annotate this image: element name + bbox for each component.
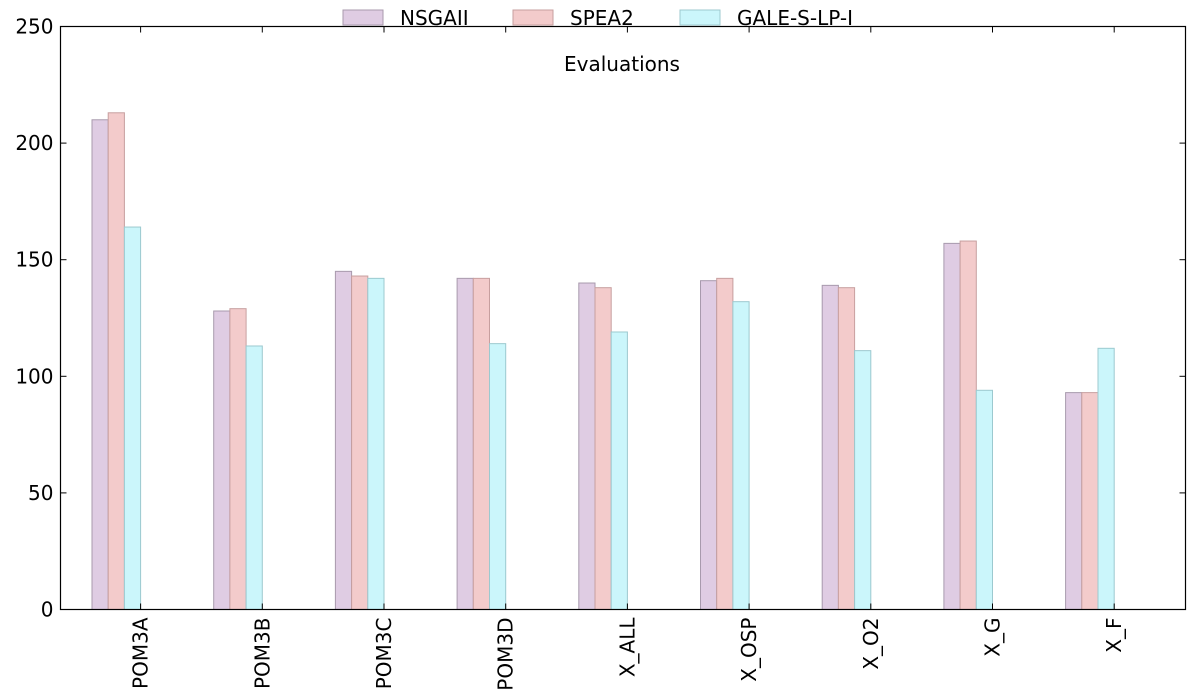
bar-nsgaii-pom3d: [456, 277, 474, 610]
y-tick-label: 100: [15, 364, 53, 388]
x-tick-label: POM3D: [494, 618, 518, 691]
bar-gale-s-lp-i-pom3d: [489, 343, 507, 610]
y-axis: 0 50 100 150 200 250: [15, 15, 1186, 622]
bar-nsgaii-x_f: [1065, 392, 1083, 610]
bar-gale-s-lp-i-x_osp: [732, 301, 750, 610]
plot-frame: [59, 25, 1187, 611]
bar-nsgaii-pom3c: [334, 270, 353, 610]
bar-nsgaii-x_osp: [700, 280, 718, 610]
bar-nsgaii-x_o2: [821, 284, 839, 610]
x-tick-label: POM3B: [250, 618, 274, 690]
bar-spea2-x_all: [594, 287, 612, 610]
bar-spea2-pom3d: [472, 277, 490, 610]
y-tick-label: 50: [28, 481, 53, 505]
y-tick-label: 250: [15, 15, 53, 39]
x-tick-label: X_F: [1102, 618, 1126, 653]
bars-layer: [91, 112, 1115, 610]
legend-swatch-gale-s-lp-i: [679, 9, 721, 26]
legend-swatch-spea2: [512, 9, 554, 26]
x-tick-label: POM3C: [372, 618, 396, 690]
bar-nsgaii-pom3b: [213, 310, 231, 610]
bar-spea2-x_osp: [716, 277, 734, 610]
bar-spea2-pom3c: [351, 275, 369, 610]
bar-nsgaii-x_g: [943, 242, 961, 610]
x-tick-label: X_O2: [859, 618, 883, 670]
y-tick-label: 150: [15, 248, 53, 272]
bar-nsgaii-pom3a: [91, 119, 109, 610]
legend-label-gale-s-lp-i: GALE-S-LP-I: [737, 6, 853, 30]
x-tick-label: X_ALL: [615, 617, 639, 678]
legend-swatch-nsgaii: [342, 9, 384, 26]
bar-gale-s-lp-i-pom3b: [245, 345, 263, 610]
chart-title: Evaluations: [564, 52, 680, 76]
x-tick-label: X_OSP: [737, 618, 761, 682]
bar-gale-s-lp-i-pom3a: [123, 226, 142, 610]
bar-gale-s-lp-i-x_f: [1097, 347, 1115, 610]
bar-spea2-x_f: [1081, 392, 1099, 610]
bar-spea2-pom3a: [107, 112, 125, 610]
legend-label-nsgaii: NSGAII: [400, 6, 469, 30]
bar-spea2-x_o2: [837, 287, 856, 610]
y-tick-label: 0: [41, 598, 54, 622]
y-tick-label: 200: [15, 131, 53, 155]
bar-spea2-x_g: [959, 240, 977, 610]
bar-gale-s-lp-i-x_all: [610, 331, 628, 610]
bar-spea2-pom3b: [229, 308, 247, 610]
legend-label-spea2: SPEA2: [570, 6, 634, 30]
legend: NSGAII SPEA2 GALE-S-LP-I: [342, 6, 853, 30]
bar-gale-s-lp-i-x_o2: [854, 350, 872, 610]
bar-gale-s-lp-i-pom3c: [367, 277, 385, 610]
x-axis: POM3A POM3B POM3C POM3D X_ALL X_OSP X_O2 X_G X_F: [129, 26, 1126, 691]
bar-gale-s-lp-i-x_g: [975, 389, 993, 610]
x-tick-label: POM3A: [129, 617, 153, 689]
bar-nsgaii-x_all: [578, 282, 596, 610]
x-tick-label: X_G: [981, 618, 1005, 657]
